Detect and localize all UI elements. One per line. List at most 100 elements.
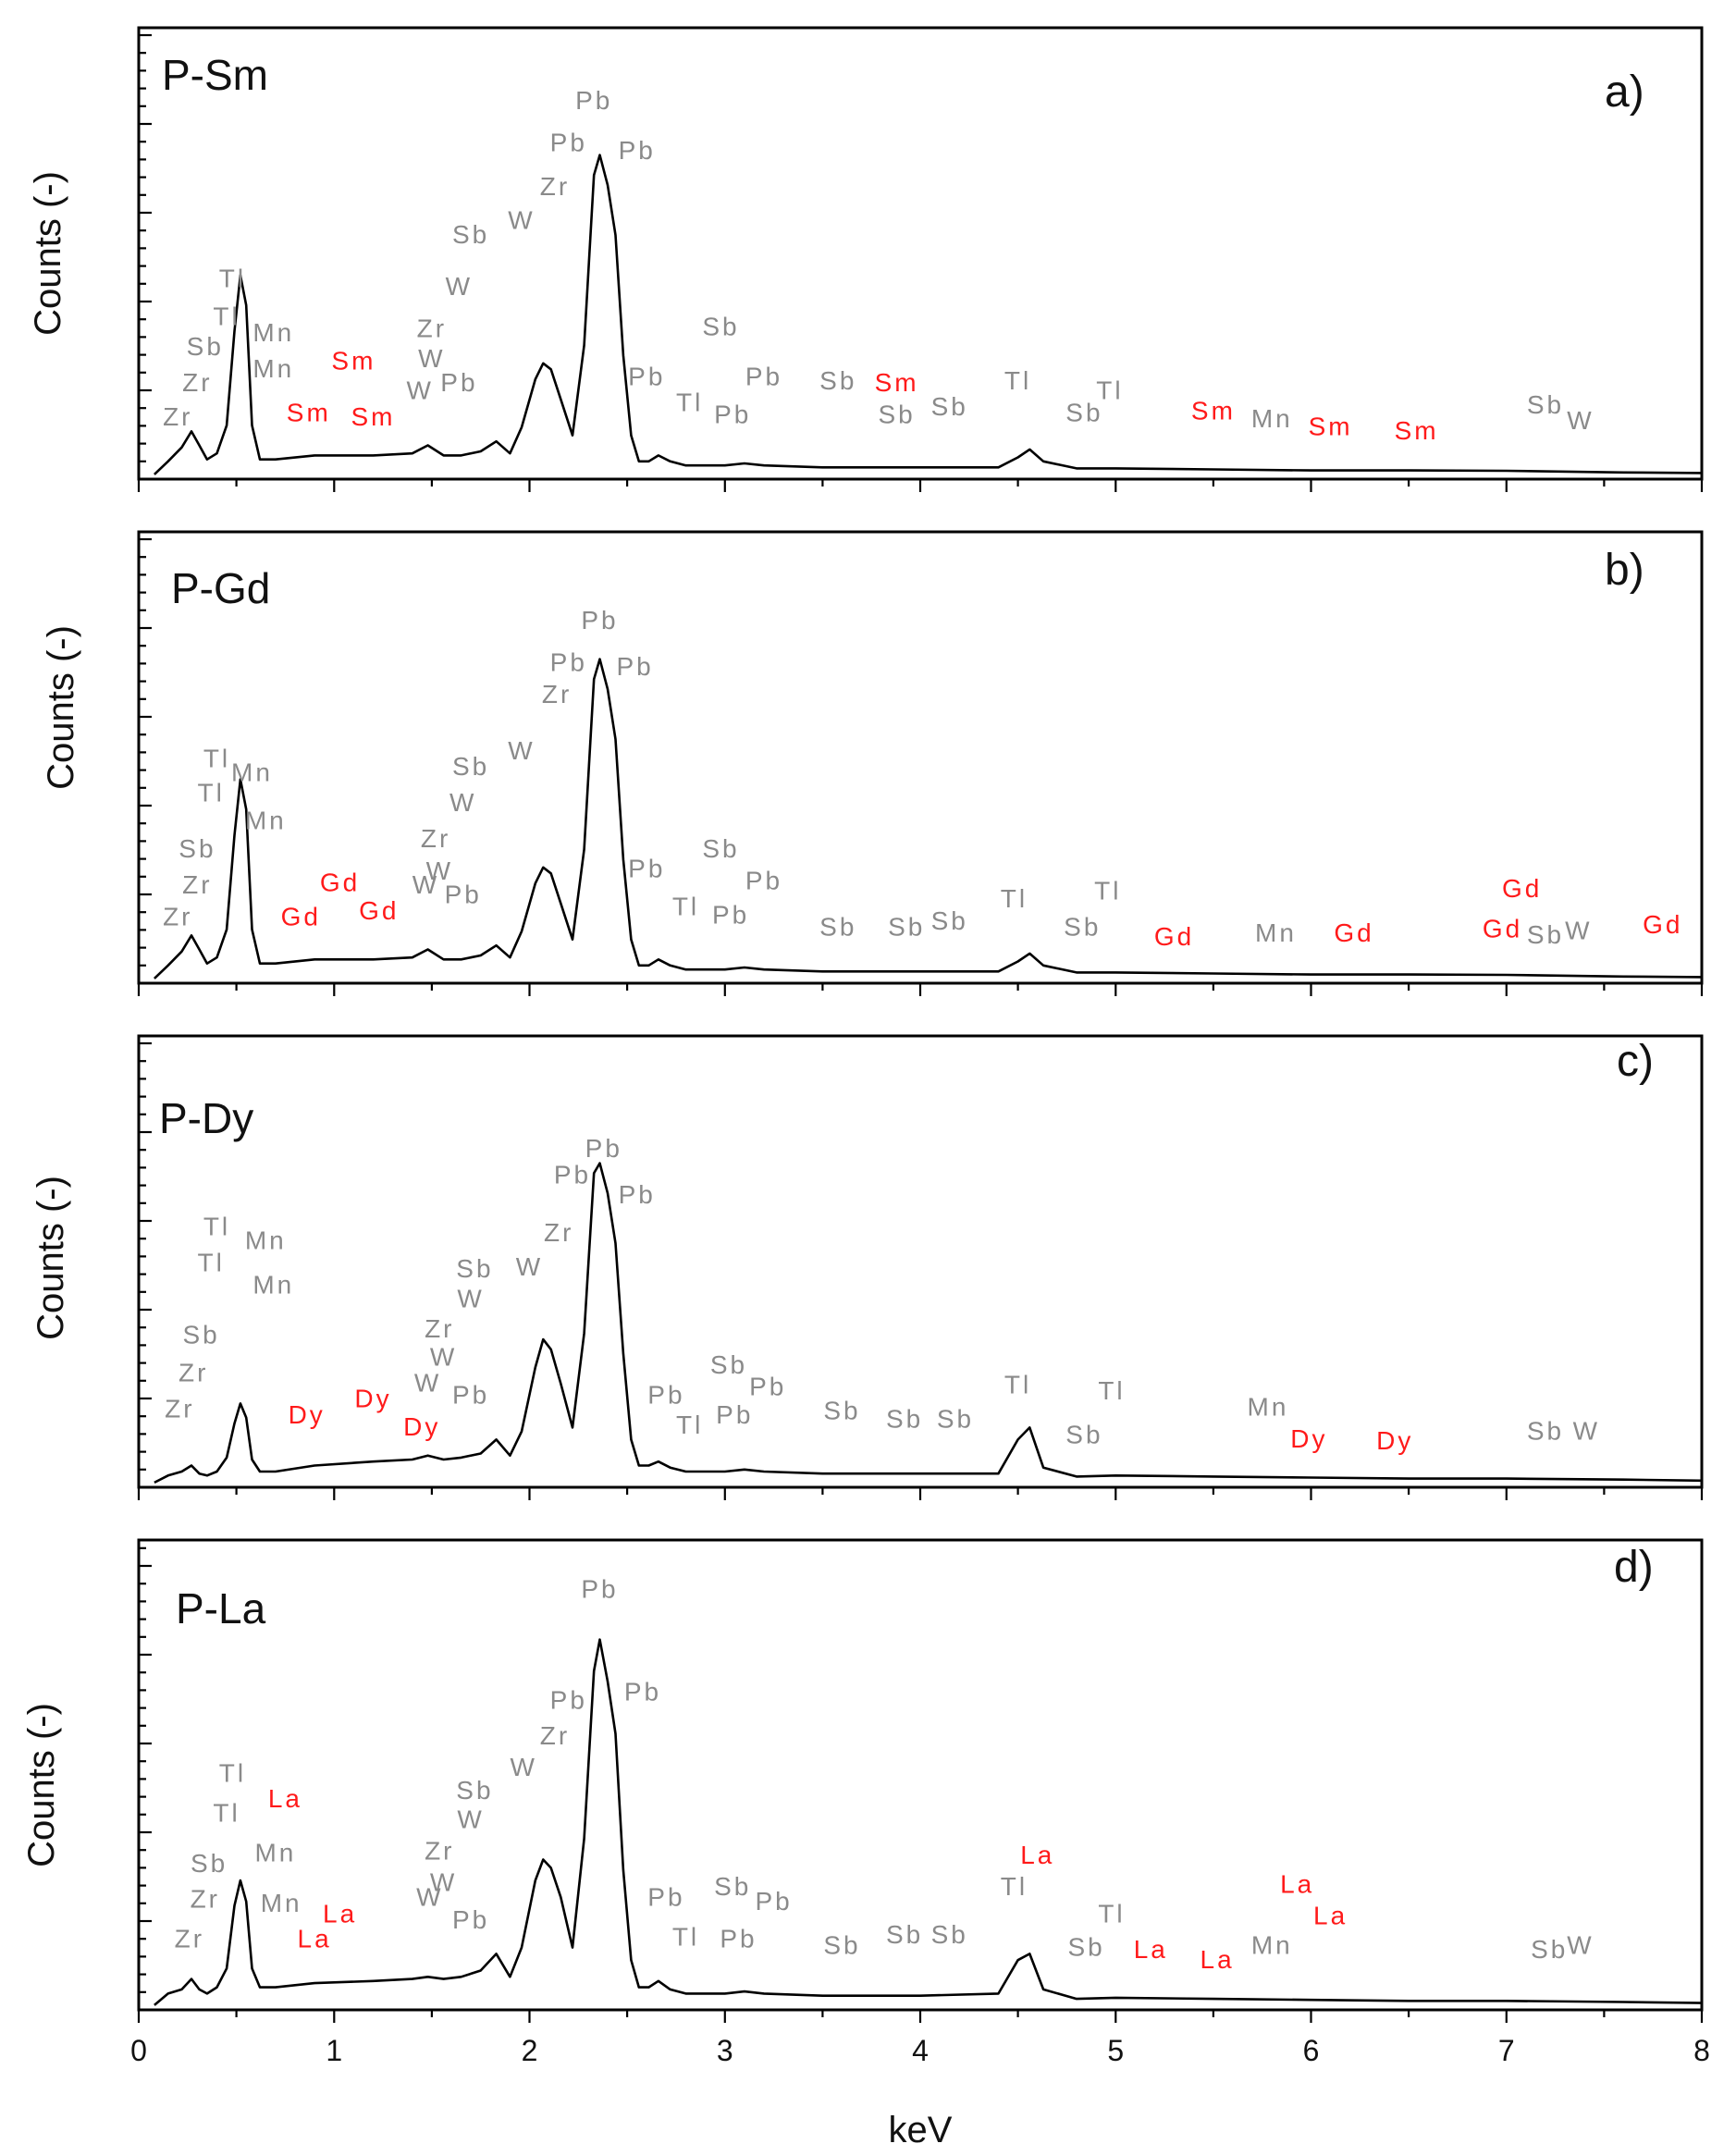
peak-label: Sb (886, 1404, 923, 1433)
peak-label: Gd (1502, 874, 1542, 903)
peak-label: Tl (672, 893, 699, 921)
peak-label: La (323, 1899, 357, 1928)
peak-label: Sb (452, 752, 489, 781)
peak-label: Mn (1248, 1392, 1289, 1421)
peak-label: Pb (452, 1905, 489, 1934)
peak-label: Sb (1527, 1416, 1564, 1445)
panel-label: b) (1605, 546, 1644, 595)
peak-label: Sb (931, 906, 968, 935)
panel-label: d) (1614, 1543, 1654, 1592)
peak-label: W (406, 376, 433, 405)
peak-label: Pb (745, 867, 782, 895)
peak-label: Sb (931, 392, 968, 421)
peak-label: Pb (628, 855, 665, 883)
spectrum-line (154, 154, 1703, 475)
peak-label: Gd (281, 903, 321, 931)
peak-label: W (1573, 1416, 1600, 1445)
peak-label: Sm (875, 368, 919, 397)
y-axis-label: Counts (-) (21, 1703, 62, 1867)
peak-label: Zr (175, 1925, 204, 1953)
panel-title: P-Gd (171, 564, 270, 612)
peak-label: Gd (1154, 922, 1194, 951)
peak-label: W (457, 1285, 484, 1313)
peak-label: Sb (179, 834, 215, 863)
peak-label: Sb (1531, 1935, 1568, 1964)
peak-label: Sb (187, 332, 224, 361)
peak-label: W (510, 1753, 536, 1781)
peak-label: W (426, 856, 453, 885)
peak-label: Sb (1065, 1421, 1102, 1449)
peak-label: Tl (198, 778, 225, 807)
peak-label: Pb (716, 1400, 753, 1429)
peak-label: Pb (581, 606, 618, 634)
peak-label: Sb (888, 912, 925, 941)
panel-title: P-La (176, 1584, 266, 1632)
peak-label: W (446, 272, 473, 301)
peak-label: Tl (1098, 1376, 1125, 1405)
peak-label: Dy (289, 1400, 326, 1429)
panel-label: c) (1617, 1037, 1654, 1086)
peak-label: Mn (254, 1839, 296, 1867)
peak-label: Tl (213, 1799, 240, 1828)
peak-label: W (416, 1882, 443, 1911)
peak-label: La (1280, 1870, 1314, 1899)
peak-label: Tl (1004, 1371, 1031, 1399)
peak-label: Pb (554, 1160, 591, 1189)
peak-label: Sb (191, 1849, 228, 1878)
x-axis-label: keV (889, 2110, 953, 2150)
peak-label: Sb (1064, 912, 1101, 941)
peak-label: Sb (702, 312, 739, 340)
peak-label: La (298, 1925, 332, 1953)
peak-label: La (1020, 1841, 1054, 1869)
peak-label: Pb (745, 363, 782, 391)
peak-label: Mn (1255, 918, 1297, 947)
peak-label: Zr (191, 1885, 220, 1914)
spectrum-line (154, 1638, 1703, 2006)
peak-label: Pb (712, 900, 749, 929)
peak-label: Dy (1290, 1424, 1327, 1453)
peak-label: Sb (1527, 920, 1564, 949)
peak-label: Zr (540, 172, 570, 201)
peak-label: Pb (624, 1677, 661, 1706)
peak-label: Pb (619, 1180, 656, 1209)
peak-label: W (412, 870, 439, 899)
peak-label: Pb (445, 881, 482, 909)
x-axis-ticks (137, 983, 1704, 996)
peak-label: Pb (452, 1380, 489, 1409)
peak-label: W (508, 736, 535, 765)
peak-label: Pb (755, 1887, 792, 1916)
peak-label: Pb (581, 1574, 618, 1603)
peak-label: W (430, 1342, 457, 1371)
peak-label: Tl (676, 1411, 703, 1439)
x-tick-labels: 0 1 2 3 4 5 6 7 8 (130, 2034, 1710, 2067)
panel-title: P-Dy (159, 1094, 253, 1142)
peak-label: Gd (1483, 915, 1522, 943)
peak-label: Tl (676, 388, 703, 417)
peak-label: W (449, 788, 476, 817)
x-axis-ticks (137, 2010, 1704, 2023)
peak-label: Tl (1001, 884, 1028, 913)
peak-label: Zr (165, 1395, 194, 1423)
peak-label: Sb (702, 834, 739, 863)
peak-label: Tl (1096, 376, 1123, 405)
spectrum-line (154, 658, 1703, 979)
x-axis-ticks (137, 1487, 1704, 1500)
y-axis-ticks (139, 33, 152, 481)
peak-label: Mn (252, 354, 294, 383)
x-tick-label: 1 (326, 2034, 342, 2067)
peak-label: Sm (331, 346, 376, 375)
peak-label: Tl (203, 745, 230, 773)
peak-label: Sb (937, 1404, 974, 1433)
peak-label: Gd (1334, 918, 1373, 947)
peak-label: W (1567, 406, 1594, 435)
x-tick-label: 0 (130, 2034, 147, 2067)
peak-label: Sb (1067, 1933, 1104, 1962)
x-tick-label: 8 (1693, 2034, 1710, 2067)
peak-label: Gd (1643, 910, 1682, 939)
peak-label: Sb (931, 1920, 968, 1949)
peak-label: Pb (749, 1373, 786, 1401)
peak-label: Mn (245, 807, 287, 835)
